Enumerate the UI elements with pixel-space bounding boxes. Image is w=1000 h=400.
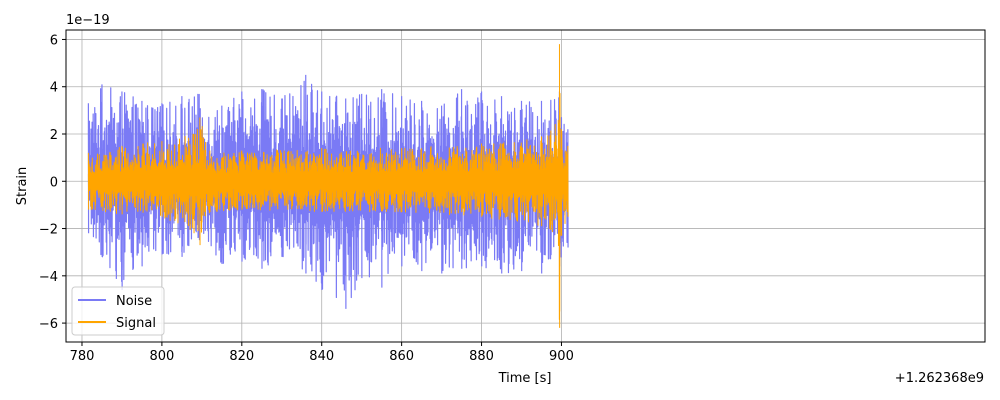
y-tick-label: 2 [50,128,58,143]
series-layer [87,44,569,328]
x-tick-label: 900 [549,349,574,364]
y-tick-label: −4 [39,270,58,285]
legend-label-noise: Noise [116,294,152,309]
y-axis-label: Strain [15,167,30,206]
y-tick-label: −2 [39,223,58,238]
x-tick-label: 780 [70,349,95,364]
ticks: 780 800 820 840 860 880 900 −6 −4 −2 0 2 4 6 [39,33,574,364]
legend: Noise Signal [71,286,165,336]
x-tick-label: 860 [389,349,414,364]
y-tick-label: 0 [50,175,58,190]
x-tick-label: 820 [229,349,254,364]
x-tick-label: 840 [309,349,334,364]
x-tick-label: 800 [149,349,174,364]
x-axis-label: Time [s] [498,371,552,386]
y-tick-label: −6 [39,317,58,332]
series-line-signal [87,44,569,328]
y-exponent-label: 1e−19 [66,13,110,28]
x-tick-label: 880 [469,349,494,364]
legend-label-signal: Signal [116,316,156,331]
y-tick-label: 4 [50,81,58,96]
axes-frame [65,29,986,343]
x-offset-label: +1.262368e9 [895,371,984,386]
y-tick-label: 6 [50,33,58,48]
